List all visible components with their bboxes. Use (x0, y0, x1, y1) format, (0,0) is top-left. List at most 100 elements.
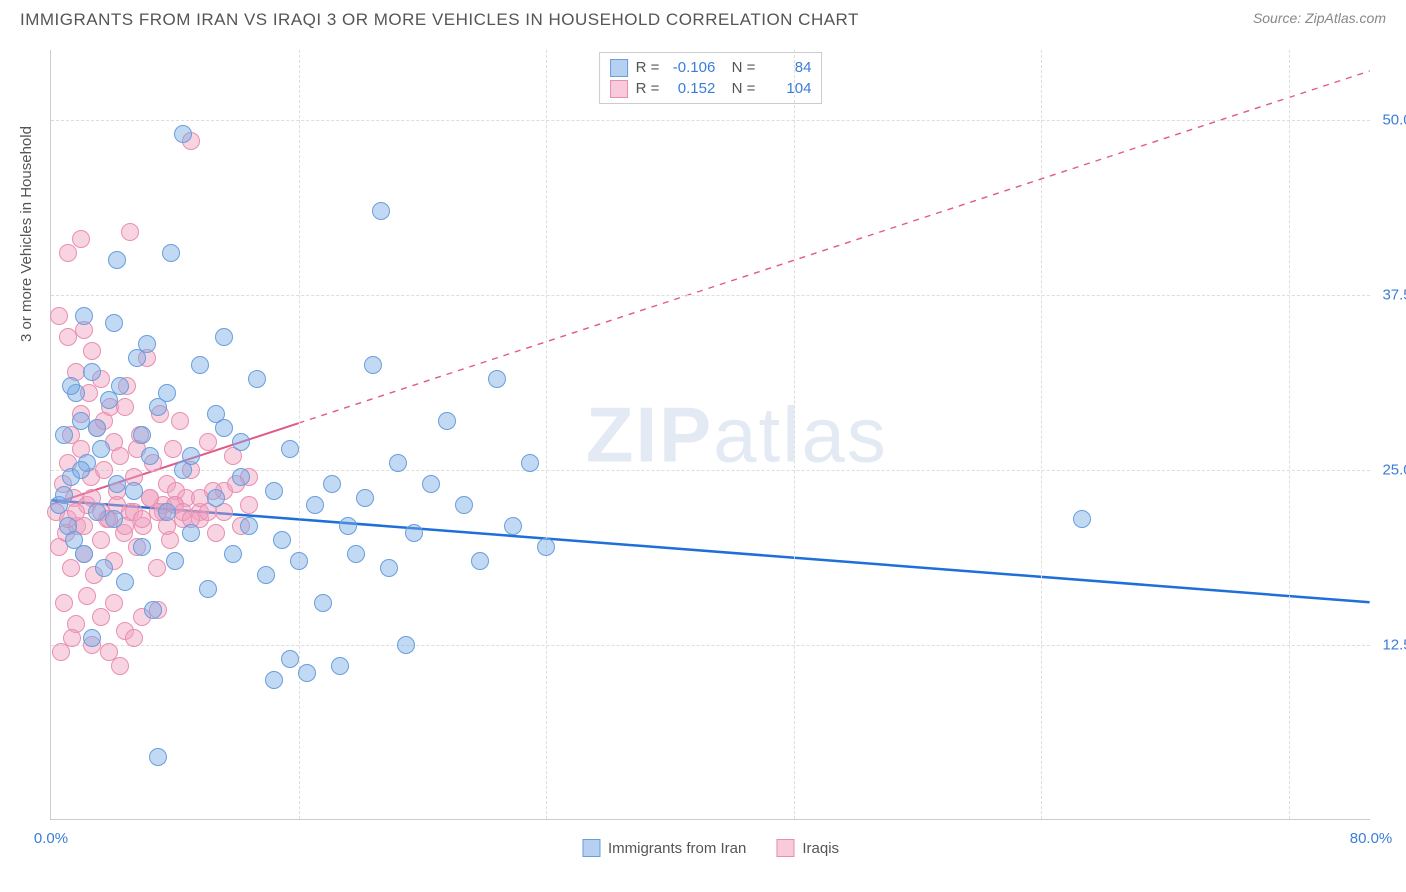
scatter-point (438, 412, 456, 430)
scatter-point (240, 496, 258, 514)
scatter-point (63, 629, 81, 647)
stats-row: R =-0.106 N =84 (610, 57, 812, 78)
scatter-point (88, 503, 106, 521)
stats-row: R =0.152 N =104 (610, 78, 812, 99)
scatter-point (455, 496, 473, 514)
scatter-point (162, 244, 180, 262)
scatter-point (199, 433, 217, 451)
scatter-point (105, 314, 123, 332)
y-tick-label: 37.5% (1382, 287, 1406, 304)
scatter-point (144, 601, 162, 619)
scatter-point (88, 419, 106, 437)
scatter-point (504, 517, 522, 535)
gridline-horizontal (51, 120, 1370, 121)
scatter-point (273, 531, 291, 549)
scatter-point (281, 650, 299, 668)
scatter-point (50, 307, 68, 325)
scatter-point (257, 566, 275, 584)
legend-swatch (610, 59, 628, 77)
legend-label: Iraqis (802, 840, 839, 857)
stat-n-value: 84 (763, 57, 811, 78)
stat-r-label: R = (636, 57, 660, 78)
scatter-point (166, 552, 184, 570)
scatter-point (372, 202, 390, 220)
scatter-point (314, 594, 332, 612)
scatter-point (92, 608, 110, 626)
stat-n-value: 104 (763, 78, 811, 99)
scatter-point (149, 748, 167, 766)
scatter-point (265, 482, 283, 500)
scatter-point (72, 412, 90, 430)
y-tick-label: 25.0% (1382, 462, 1406, 479)
scatter-point (59, 244, 77, 262)
gridline-vertical (546, 50, 547, 819)
scatter-point (133, 426, 151, 444)
scatter-point (356, 489, 374, 507)
y-tick-label: 12.5% (1382, 637, 1406, 654)
scatter-point (72, 230, 90, 248)
scatter-point (281, 440, 299, 458)
scatter-point (207, 489, 225, 507)
scatter-point (171, 412, 189, 430)
scatter-point (521, 454, 539, 472)
scatter-point (105, 594, 123, 612)
scatter-point (111, 377, 129, 395)
scatter-point (174, 125, 192, 143)
stat-n-label: N = (723, 78, 755, 99)
scatter-point (347, 545, 365, 563)
scatter-point (121, 223, 139, 241)
legend-item: Iraqis (776, 839, 839, 857)
legend-swatch (776, 839, 794, 857)
gridline-vertical (794, 50, 795, 819)
scatter-point (133, 510, 151, 528)
legend-swatch (582, 839, 600, 857)
scatter-point (55, 486, 73, 504)
scatter-point (488, 370, 506, 388)
scatter-point (75, 307, 93, 325)
scatter-point (83, 363, 101, 381)
scatter-point (62, 559, 80, 577)
gridline-vertical (1289, 50, 1290, 819)
scatter-point (125, 629, 143, 647)
scatter-point (141, 447, 159, 465)
scatter-point (83, 342, 101, 360)
stat-r-label: R = (636, 78, 660, 99)
scatter-point (92, 440, 110, 458)
scatter-point (364, 356, 382, 374)
scatter-point (298, 664, 316, 682)
scatter-point (92, 531, 110, 549)
scatter-point (59, 328, 77, 346)
scatter-point (95, 559, 113, 577)
scatter-point (471, 552, 489, 570)
y-tick-label: 50.0% (1382, 112, 1406, 129)
gridline-horizontal (51, 295, 1370, 296)
scatter-point (397, 636, 415, 654)
legend-swatch (610, 80, 628, 98)
scatter-point (290, 552, 308, 570)
legend-item: Immigrants from Iran (582, 839, 746, 857)
scatter-point (331, 657, 349, 675)
scatter-point (339, 517, 357, 535)
scatter-point (138, 335, 156, 353)
scatter-point (215, 328, 233, 346)
x-tick-label: 80.0% (1350, 830, 1393, 847)
scatter-chart: ZIPatlas R =-0.106 N =84R =0.152 N =104 … (50, 50, 1370, 820)
scatter-point (158, 384, 176, 402)
scatter-point (182, 447, 200, 465)
scatter-point (265, 671, 283, 689)
scatter-point (116, 573, 134, 591)
scatter-point (182, 524, 200, 542)
trend-lines-layer (51, 50, 1370, 819)
scatter-point (108, 251, 126, 269)
scatter-point (199, 580, 217, 598)
gridline-vertical (299, 50, 300, 819)
scatter-point (125, 482, 143, 500)
scatter-point (232, 468, 250, 486)
scatter-point (224, 545, 242, 563)
scatter-point (111, 657, 129, 675)
scatter-point (62, 377, 80, 395)
scatter-point (83, 629, 101, 647)
scatter-point (248, 370, 266, 388)
scatter-point (133, 538, 151, 556)
scatter-point (240, 517, 258, 535)
